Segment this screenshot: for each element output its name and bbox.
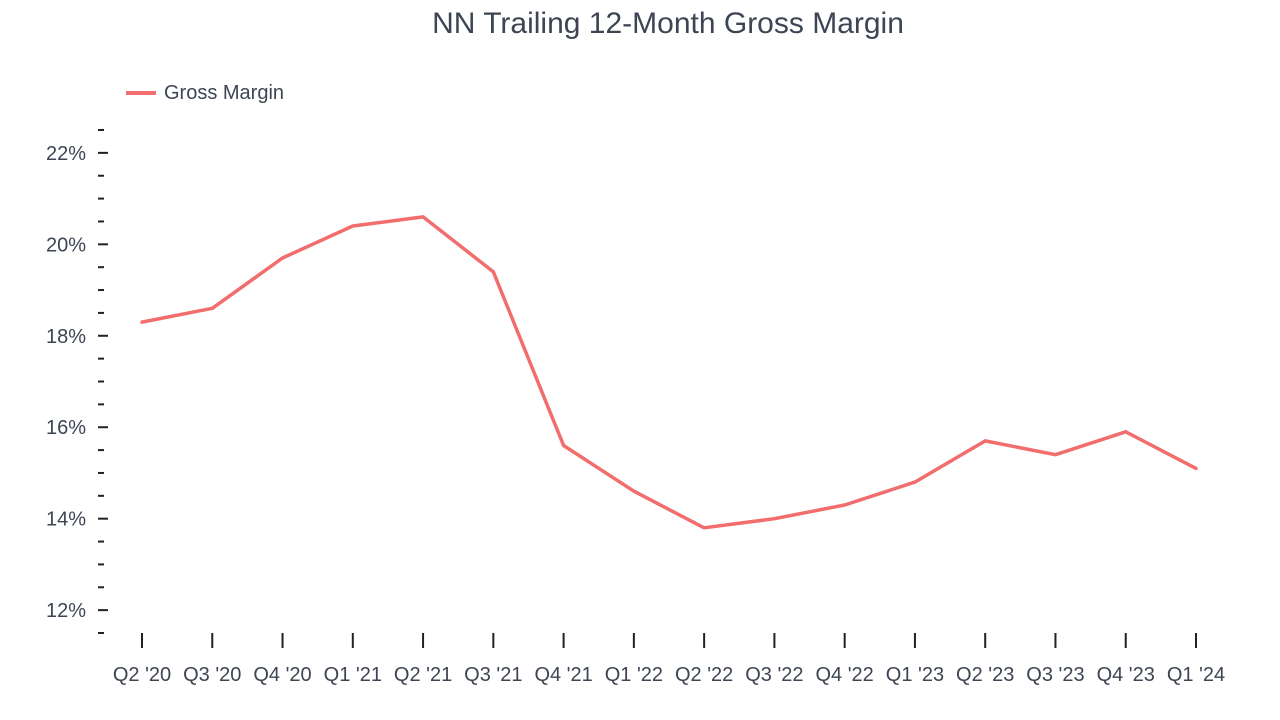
data-point bbox=[983, 439, 987, 443]
legend-label-gross-margin: Gross Margin bbox=[164, 82, 284, 104]
x-tick-label: Q2 '23 bbox=[956, 664, 1014, 686]
x-tick-label: Q3 '23 bbox=[1026, 664, 1084, 686]
x-axis: Q2 '20 Q3 '20 Q4 '20 Q1 '21 Q2 '21 Q3 '21 Q4 '… bbox=[113, 633, 1225, 686]
x-tick-label: Q2 '20 bbox=[113, 664, 171, 686]
data-point bbox=[1194, 466, 1198, 470]
data-point bbox=[351, 224, 355, 228]
data-point bbox=[843, 503, 847, 507]
y-tick-label: 18% bbox=[46, 326, 86, 348]
y-tick-label: 16% bbox=[46, 417, 86, 439]
x-tick-label: Q3 '20 bbox=[183, 664, 241, 686]
x-tick-label: Q2 '21 bbox=[394, 664, 452, 686]
plot-area bbox=[140, 215, 1198, 530]
y-tick-label: 20% bbox=[46, 234, 86, 256]
x-tick-label: Q4 '20 bbox=[253, 664, 311, 686]
y-tick-label: 14% bbox=[46, 509, 86, 531]
x-tick-label: Q1 '22 bbox=[605, 664, 663, 686]
data-point bbox=[421, 215, 425, 219]
data-point bbox=[210, 306, 214, 310]
x-tick-label: Q3 '22 bbox=[745, 664, 803, 686]
x-tick-label: Q1 '23 bbox=[886, 664, 944, 686]
data-point bbox=[1053, 453, 1057, 457]
legend: Gross Margin bbox=[126, 82, 284, 104]
x-tick-label: Q1 '21 bbox=[324, 664, 382, 686]
data-point bbox=[491, 270, 495, 274]
x-tick-label: Q2 '22 bbox=[675, 664, 733, 686]
x-tick-label: Q3 '21 bbox=[464, 664, 522, 686]
data-point bbox=[913, 480, 917, 484]
y-tick-label: 22% bbox=[46, 143, 86, 165]
data-point bbox=[772, 517, 776, 521]
data-point bbox=[281, 256, 285, 260]
data-point bbox=[632, 489, 636, 493]
x-tick-label: Q4 '21 bbox=[534, 664, 592, 686]
chart-title: NN Trailing 12-Month Gross Margin bbox=[432, 7, 904, 40]
data-point bbox=[140, 320, 144, 324]
x-tick-label: Q4 '23 bbox=[1097, 664, 1155, 686]
x-tick-label: Q4 '22 bbox=[816, 664, 874, 686]
y-tick-label: 12% bbox=[46, 600, 86, 622]
x-tick-label: Q1 '24 bbox=[1167, 664, 1225, 686]
data-point bbox=[1124, 430, 1128, 434]
y-axis: 12% 14% 16% 18% 20% 22% bbox=[46, 129, 108, 634]
series-line-gross-margin bbox=[140, 215, 1198, 530]
data-point bbox=[562, 444, 566, 448]
data-point bbox=[702, 526, 706, 530]
